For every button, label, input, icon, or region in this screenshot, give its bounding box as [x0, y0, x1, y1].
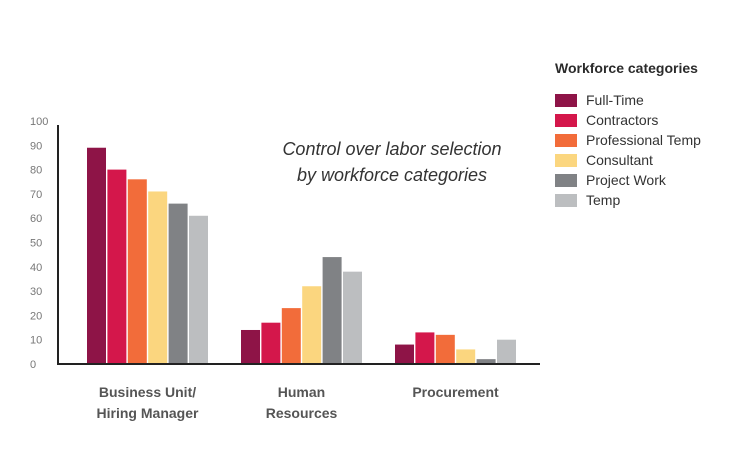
x-category-label: Resources [266, 405, 338, 421]
bar [322, 257, 342, 364]
y-tick-label: 100 [30, 116, 48, 128]
legend-item: Temp [555, 190, 701, 210]
legend-item: Consultant [555, 150, 701, 170]
y-tick-label: 70 [30, 189, 42, 201]
y-tick-label: 0 [30, 359, 36, 371]
x-category-label: Hiring Manager [97, 405, 199, 421]
bar [107, 169, 127, 364]
y-tick-label: 10 [30, 335, 42, 347]
bar [127, 179, 147, 364]
bar [281, 308, 301, 364]
legend-label: Project Work [586, 172, 666, 188]
y-tick-label: 20 [30, 310, 42, 322]
y-tick-label: 80 [30, 165, 42, 177]
y-tick-label: 90 [30, 140, 42, 152]
bar [302, 286, 322, 364]
chart-title-line-1: Control over labor selection [282, 139, 502, 159]
bar [435, 334, 455, 364]
bar [415, 332, 435, 364]
chart-title-line-2: by workforce categories [296, 165, 488, 185]
y-tick-label: 60 [30, 213, 42, 225]
y-tick-label: 30 [30, 286, 42, 298]
bar [241, 329, 260, 364]
legend-swatch [555, 193, 577, 207]
legend-items: Full-Time Contractors Professional Temp Con… [555, 90, 701, 210]
y-tick-label: 50 [30, 238, 42, 250]
bar [343, 271, 362, 364]
y-tick-label: 40 [30, 262, 42, 274]
chart-title: Control over labor selection by workforc… [262, 136, 522, 188]
bar [261, 322, 281, 364]
legend-label: Consultant [586, 152, 653, 168]
x-category-label: Procurement [412, 384, 499, 400]
bar [476, 359, 496, 364]
legend-item: Contractors [555, 110, 701, 130]
legend-swatch [555, 153, 577, 167]
legend-label: Temp [586, 192, 621, 208]
legend-swatch [555, 173, 577, 187]
bar [168, 203, 188, 364]
legend-label: Contractors [586, 112, 659, 128]
legend: Workforce categories Full-Time Contractor… [555, 60, 701, 210]
x-axis-labels: Business Unit/Hiring Manager Human Resourc… [97, 384, 499, 421]
legend-title: Workforce categories [555, 60, 698, 76]
bar [87, 147, 106, 364]
bar [189, 215, 208, 364]
y-axis-ticks: 0 10 20 30 40 50 60 70 80 90 100 [30, 116, 48, 371]
legend-swatch [555, 93, 577, 107]
legend-item: Full-Time [555, 90, 701, 110]
bar [395, 344, 414, 364]
bar [456, 349, 476, 364]
bars [87, 147, 516, 364]
legend-label: Professional Temp [586, 132, 701, 148]
legend-item: Project Work [555, 170, 701, 190]
bar [497, 339, 516, 364]
legend-swatch [555, 113, 577, 127]
bar [148, 191, 168, 364]
legend-item: Professional Temp [555, 130, 701, 150]
legend-label: Full-Time [586, 92, 644, 108]
legend-swatch [555, 133, 577, 147]
x-category-label: Human [278, 384, 325, 400]
x-category-label: Business Unit/ [99, 384, 196, 400]
